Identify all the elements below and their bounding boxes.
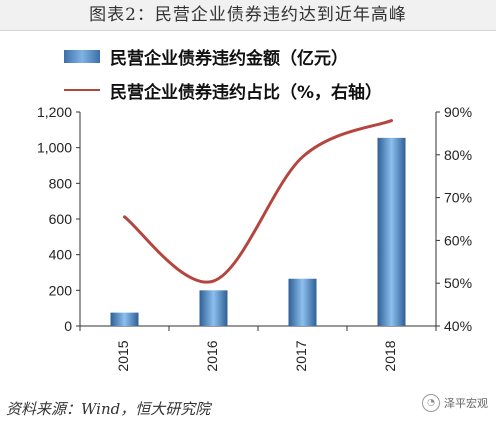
- x-tick-label: 2015: [115, 340, 131, 371]
- wechat-icon: ◔: [422, 394, 440, 412]
- y-right-tick-label: 70%: [444, 190, 472, 206]
- legend-bar-label: 民营企业债券违约金额（亿元）: [110, 48, 348, 69]
- x-tick-label: 2016: [204, 340, 220, 371]
- y-right-tick-label: 60%: [444, 232, 472, 248]
- x-tick-label: 2017: [293, 340, 309, 371]
- legend-item-bars: 民营企业债券违约金额（亿元）: [64, 42, 348, 70]
- y-left-tick-label: 1,200: [37, 104, 72, 120]
- legend-line-swatch: [64, 89, 100, 91]
- y-left-tick-label: 200: [49, 282, 73, 298]
- legend-bar-swatch: [64, 49, 100, 63]
- bar: [377, 137, 406, 326]
- y-right-tick-label: 90%: [444, 104, 472, 120]
- y-right-tick-label: 40%: [444, 318, 472, 334]
- x-tick-label: 2018: [382, 340, 398, 371]
- y-right-tick-label: 50%: [444, 275, 472, 291]
- y-left-tick-label: 600: [49, 211, 73, 227]
- y-left-tick-label: 0: [64, 318, 72, 334]
- watermark: ◔ 泽平宏观: [422, 394, 488, 412]
- bar: [199, 290, 228, 326]
- bar: [110, 312, 139, 326]
- y-left-tick-label: 400: [49, 247, 73, 263]
- y-left-tick-label: 1,000: [37, 140, 72, 156]
- share-line: [123, 119, 393, 284]
- source-note: 资料来源：Wind，恒大研究院: [6, 400, 211, 418]
- watermark-text: 泽平宏观: [444, 397, 488, 410]
- y-right-tick-label: 80%: [444, 147, 472, 163]
- y-left-tick-label: 800: [49, 175, 73, 191]
- legend-item-line: 民营企业债券违约占比（%，右轴）: [64, 76, 382, 104]
- bar: [288, 278, 317, 326]
- legend-line-label: 民营企业债券违约占比（%，右轴）: [110, 82, 383, 103]
- figure-title: 图表2：民营企业债券违约达到近年高峰: [0, 0, 496, 31]
